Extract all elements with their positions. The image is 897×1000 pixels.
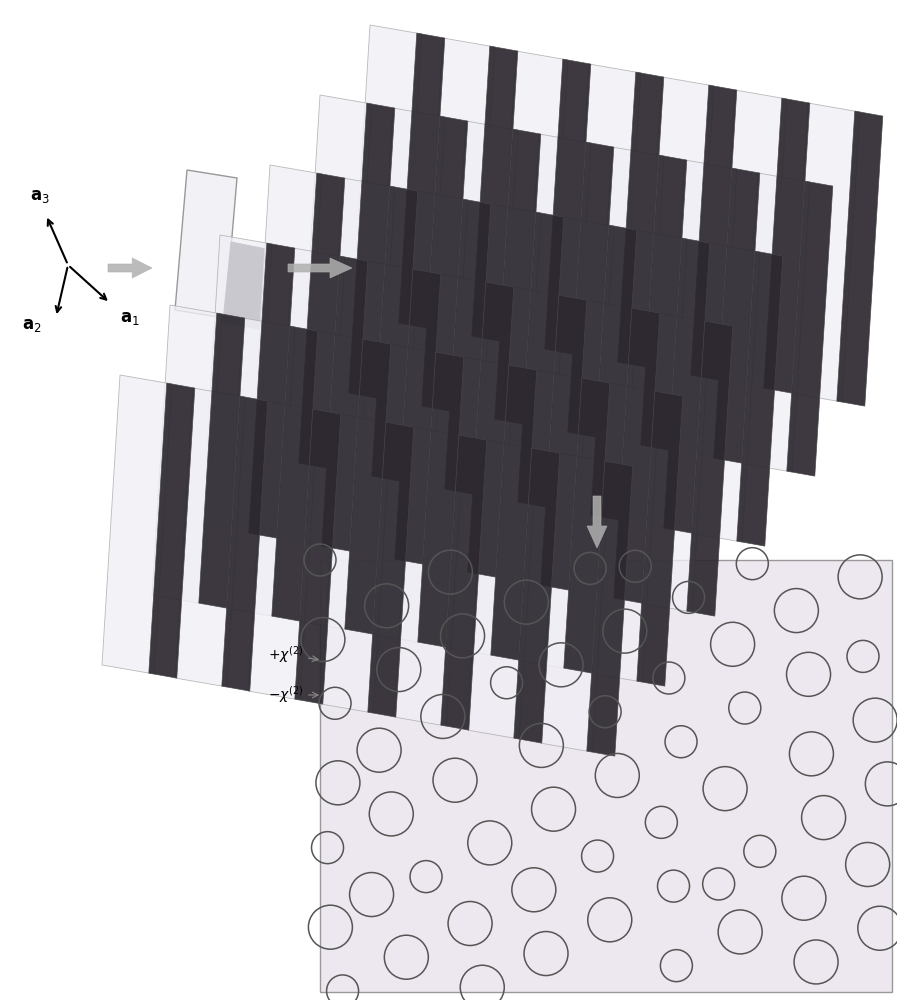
Polygon shape [322, 256, 368, 551]
Polygon shape [275, 248, 345, 547]
Polygon shape [295, 409, 341, 704]
Polygon shape [471, 204, 541, 503]
Polygon shape [445, 199, 491, 494]
Polygon shape [252, 165, 322, 464]
Polygon shape [590, 383, 660, 682]
Polygon shape [541, 295, 587, 590]
Polygon shape [521, 134, 591, 433]
Polygon shape [640, 155, 687, 450]
Polygon shape [591, 225, 637, 520]
Polygon shape [544, 217, 614, 516]
Polygon shape [736, 251, 783, 546]
Polygon shape [514, 448, 560, 743]
Polygon shape [764, 98, 810, 393]
Polygon shape [637, 391, 683, 686]
Polygon shape [298, 331, 368, 630]
Polygon shape [395, 269, 440, 564]
Polygon shape [371, 344, 441, 643]
Polygon shape [618, 72, 664, 367]
Polygon shape [175, 170, 237, 318]
Polygon shape [302, 95, 372, 394]
Polygon shape [787, 181, 832, 476]
Polygon shape [567, 300, 637, 599]
Polygon shape [568, 142, 614, 437]
Polygon shape [691, 85, 736, 380]
Polygon shape [790, 103, 860, 402]
Polygon shape [571, 64, 641, 363]
Polygon shape [108, 258, 152, 278]
Polygon shape [398, 191, 468, 490]
Polygon shape [468, 282, 514, 577]
Polygon shape [348, 261, 418, 560]
Polygon shape [491, 365, 536, 660]
Polygon shape [667, 160, 737, 459]
Polygon shape [544, 59, 591, 354]
Polygon shape [564, 378, 610, 673]
Polygon shape [225, 318, 295, 617]
Polygon shape [199, 313, 245, 608]
Polygon shape [299, 173, 344, 468]
Text: $+\chi^{(2)}$: $+\chi^{(2)}$ [267, 645, 318, 665]
Polygon shape [587, 496, 607, 548]
Polygon shape [321, 414, 391, 713]
Polygon shape [399, 33, 445, 328]
Polygon shape [248, 401, 318, 700]
Polygon shape [640, 313, 710, 612]
Polygon shape [617, 230, 687, 529]
Polygon shape [272, 326, 318, 621]
Polygon shape [687, 321, 733, 616]
Polygon shape [664, 238, 710, 533]
Polygon shape [644, 77, 714, 376]
Polygon shape [288, 258, 352, 278]
Polygon shape [152, 305, 222, 604]
Polygon shape [498, 51, 568, 350]
Polygon shape [222, 396, 268, 691]
Polygon shape [467, 440, 537, 739]
Polygon shape [714, 168, 760, 463]
Polygon shape [717, 90, 787, 389]
Bar [320, 560, 892, 992]
Polygon shape [344, 339, 391, 634]
Polygon shape [494, 287, 564, 586]
Polygon shape [614, 308, 660, 603]
Polygon shape [444, 357, 514, 656]
Polygon shape [202, 235, 272, 534]
Polygon shape [472, 46, 518, 341]
Text: $\mathbf{a}_2$: $\mathbf{a}_2$ [22, 316, 42, 334]
Polygon shape [517, 370, 587, 669]
Polygon shape [352, 25, 422, 324]
Polygon shape [371, 186, 418, 481]
Polygon shape [102, 375, 172, 674]
Polygon shape [418, 352, 464, 647]
Polygon shape [440, 435, 487, 730]
Polygon shape [394, 427, 464, 726]
Polygon shape [495, 129, 541, 424]
Polygon shape [375, 108, 445, 407]
Polygon shape [425, 38, 495, 337]
Polygon shape [837, 111, 883, 406]
Text: $-\chi^{(2)}$: $-\chi^{(2)}$ [267, 685, 318, 705]
Polygon shape [740, 173, 810, 472]
Polygon shape [422, 116, 468, 411]
Polygon shape [223, 242, 271, 330]
Polygon shape [421, 274, 491, 573]
Polygon shape [248, 243, 295, 538]
Polygon shape [594, 147, 664, 446]
Polygon shape [175, 388, 245, 687]
Polygon shape [325, 178, 395, 477]
Polygon shape [349, 103, 395, 398]
Polygon shape [518, 212, 564, 507]
Polygon shape [368, 422, 414, 717]
Polygon shape [540, 453, 610, 752]
Text: $\mathbf{a}_1$: $\mathbf{a}_1$ [120, 309, 140, 327]
Polygon shape [587, 461, 632, 756]
Polygon shape [149, 383, 195, 678]
Polygon shape [448, 121, 518, 420]
Polygon shape [690, 243, 760, 542]
Text: $\mathbf{a}_3$: $\mathbf{a}_3$ [30, 187, 50, 205]
